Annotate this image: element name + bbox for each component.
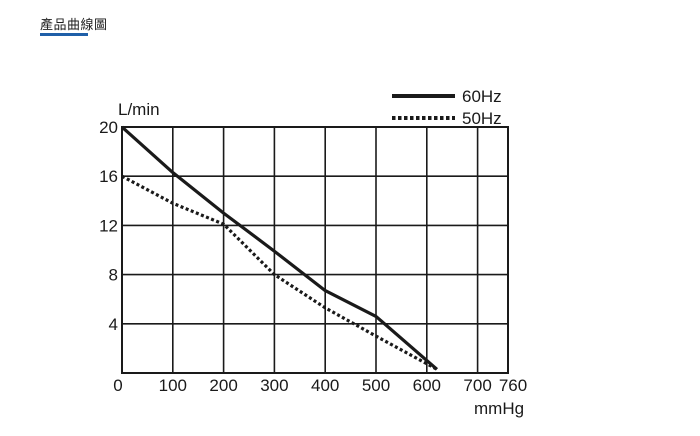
x-tick-label-7: 700 xyxy=(463,376,491,395)
x-tick-label-3: 300 xyxy=(260,376,288,395)
y-tick-label-4: 20 xyxy=(99,118,118,137)
y-tick-label-2: 12 xyxy=(99,216,118,235)
x-tick-label-8: 760 xyxy=(499,376,527,395)
x-tick-label-0: 0 xyxy=(113,376,122,395)
x-tick-label-6: 600 xyxy=(413,376,441,395)
y-tick-label-1: 8 xyxy=(109,266,118,285)
y-axis-label: L/min xyxy=(118,100,160,119)
chart-series xyxy=(120,125,439,371)
legend-label-60Hz: 60Hz xyxy=(462,87,502,106)
y-tick-label-3: 16 xyxy=(99,167,118,186)
section-heading: 產品曲線圖 xyxy=(40,18,108,33)
series-line-50Hz xyxy=(121,174,438,371)
x-tick-label-2: 200 xyxy=(209,376,237,395)
chart-ticks: 0 100 200 300 400 500 600 700 760 4 8 12 16 20 xyxy=(99,118,527,395)
legend-label-50Hz: 50Hz xyxy=(462,109,502,128)
heading-underline xyxy=(40,33,88,36)
x-tick-label-1: 100 xyxy=(159,376,187,395)
y-tick-label-0: 4 xyxy=(109,315,118,334)
x-axis-label: mmHg xyxy=(474,399,524,418)
x-tick-label-5: 500 xyxy=(362,376,390,395)
plot-frame xyxy=(121,126,509,374)
series-line-60Hz xyxy=(120,125,439,371)
chart-legend: 60Hz 50Hz xyxy=(392,87,502,128)
chart-grid xyxy=(121,126,509,374)
x-tick-label-4: 400 xyxy=(311,376,339,395)
